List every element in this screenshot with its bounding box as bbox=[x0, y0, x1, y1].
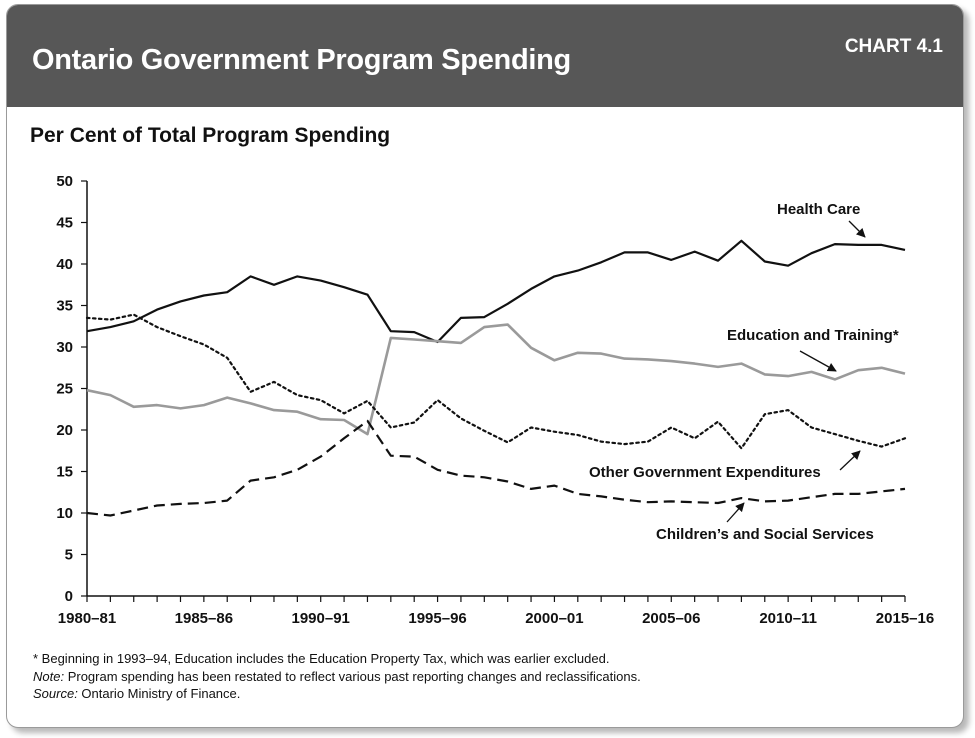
series-line-3 bbox=[86, 419, 906, 517]
source-text: Ontario Ministry of Finance. bbox=[77, 686, 241, 701]
x-tick-label: 2000–01 bbox=[525, 610, 583, 627]
chart-axes: 0 5 10 15 20 25 30 35 40 45 50 1980–81 1985–86 1990–9… bbox=[56, 173, 934, 627]
y-tick-label: 15 bbox=[56, 464, 73, 481]
y-tick-label: 0 bbox=[65, 588, 73, 605]
note-label: Note: bbox=[33, 668, 65, 684]
note-text: Program spending has been restated to re… bbox=[64, 668, 641, 684]
y-tick-label: 5 bbox=[65, 547, 73, 564]
title-banner bbox=[7, 5, 963, 107]
chart-card bbox=[6, 4, 964, 728]
y-tick-label: 10 bbox=[56, 505, 73, 522]
x-tick-label: 1985–86 bbox=[175, 610, 233, 627]
y-tick-label: 30 bbox=[56, 339, 73, 356]
source-label: Source: bbox=[33, 686, 78, 701]
y-tick-label: 45 bbox=[56, 215, 73, 232]
y-tick-label: 35 bbox=[56, 298, 73, 315]
series-line-1 bbox=[86, 323, 906, 436]
chart-annotations: Health Care Education and Training* Other … bbox=[589, 201, 899, 543]
annotation-arrow-2 bbox=[839, 450, 861, 471]
annotation-arrow-3 bbox=[726, 502, 745, 523]
annotation-label-1: Education and Training* bbox=[727, 327, 899, 344]
x-tick-label: 1980–81 bbox=[58, 610, 116, 627]
y-tick-label: 50 bbox=[56, 173, 73, 190]
chart-number: CHART 4.1 bbox=[844, 36, 943, 57]
chart-series bbox=[85, 239, 907, 517]
series-line-2 bbox=[85, 313, 907, 450]
y-tick-label: 40 bbox=[56, 256, 73, 273]
x-tick-label: 2015–16 bbox=[876, 610, 934, 627]
x-tick-label: 2005–06 bbox=[642, 610, 700, 627]
chart-notes: * Beginning in 1993–94, Education includ… bbox=[33, 650, 641, 703]
note-line: Note: Program spending has been restated… bbox=[33, 668, 641, 686]
series-line-0 bbox=[86, 239, 906, 344]
annotation-arrow-0 bbox=[848, 220, 866, 238]
footnote: * Beginning in 1993–94, Education includ… bbox=[33, 651, 610, 666]
y-tick-label: 20 bbox=[56, 422, 73, 439]
chart-title: Ontario Government Program Spending bbox=[32, 44, 571, 76]
annotation-label-2: Other Government Expenditures bbox=[589, 464, 821, 481]
y-tick-label: 25 bbox=[56, 381, 73, 398]
annotation-label-0: Health Care bbox=[777, 201, 860, 218]
x-tick-label: 1995–96 bbox=[408, 610, 466, 627]
x-tick-label: 1990–91 bbox=[292, 610, 350, 627]
x-tick-label: 2010–11 bbox=[759, 610, 817, 627]
y-axis-label: Per Cent of Total Program Spending bbox=[30, 124, 391, 147]
annotation-label-3: Children’s and Social Services bbox=[656, 526, 874, 543]
annotation-arrow-1 bbox=[799, 350, 837, 372]
source-line: Source: Ontario Ministry of Finance. bbox=[33, 685, 641, 703]
